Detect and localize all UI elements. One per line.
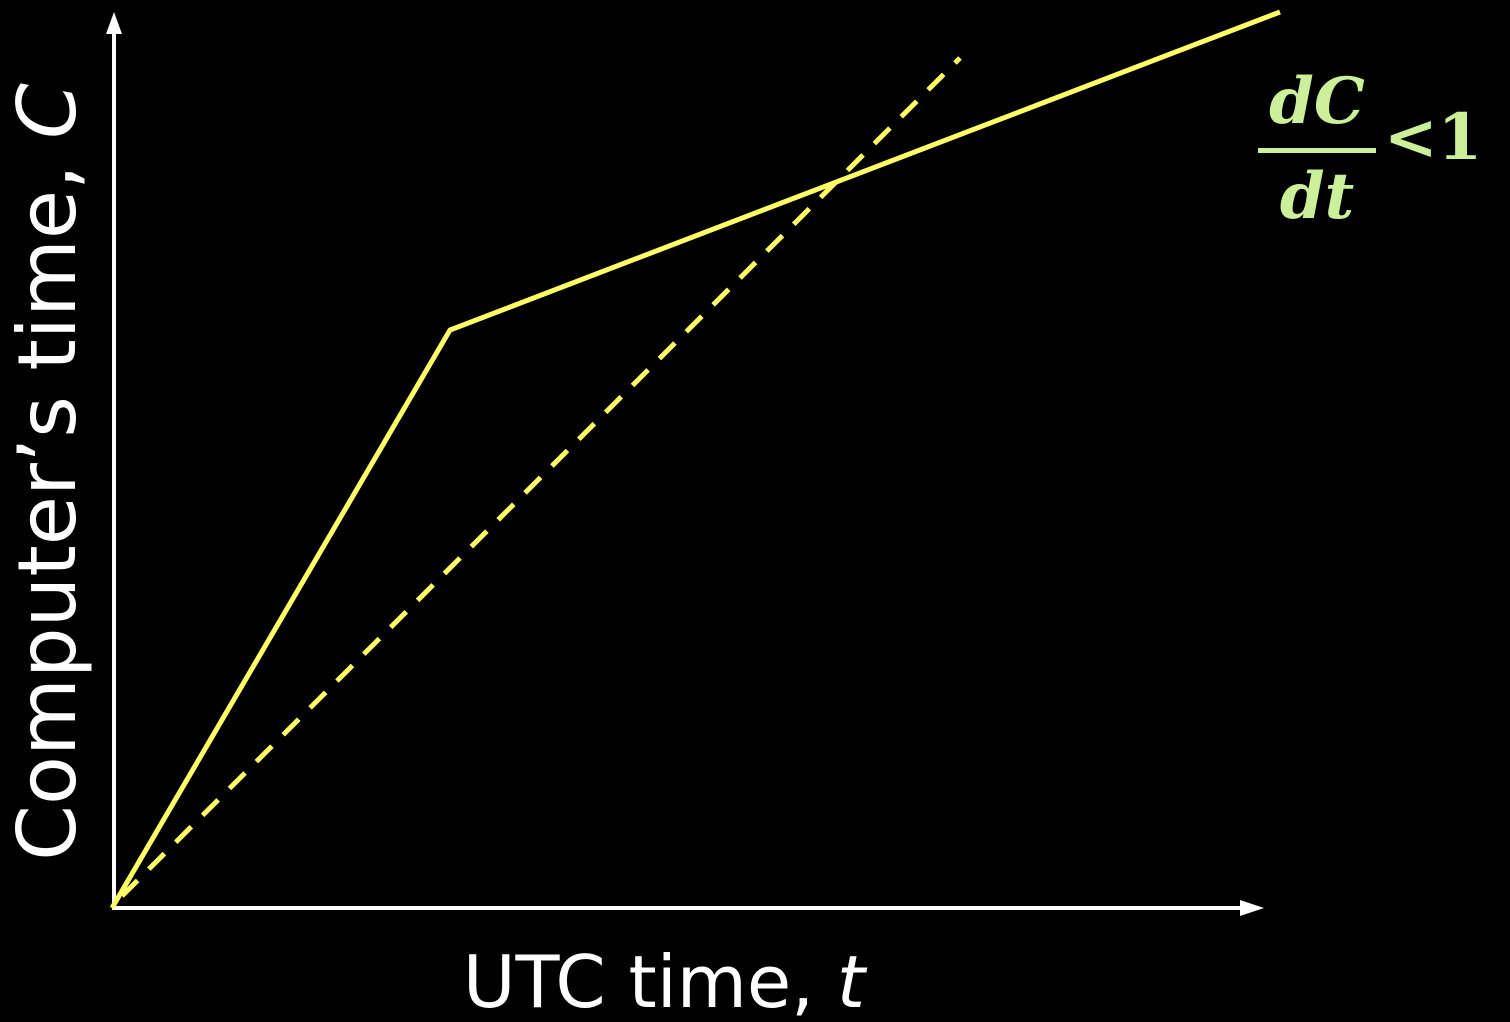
computer-clock-line: [109, 9, 1281, 910]
ideal-clock-line: [120, 56, 962, 898]
x-axis-variable: t: [836, 940, 866, 1022]
fraction: dC dt: [1256, 66, 1378, 229]
x-axis-title-text: UTC time,: [462, 940, 837, 1022]
y-axis-variable: C: [1, 83, 94, 140]
y-axis-title-text: Computer’s time,: [1, 139, 94, 861]
fraction-numerator: dC: [1269, 64, 1365, 139]
fraction-denominator: dt: [1279, 159, 1355, 234]
y-axis-arrowhead: [106, 12, 122, 34]
slope-formula: dC dt <1: [1256, 66, 1506, 246]
x-axis-arrowhead: [1240, 900, 1264, 916]
x-axis-title: UTC time, t: [463, 946, 865, 1018]
fraction-bar: [1258, 148, 1376, 153]
y-axis-title: Computer’s time, C: [1, 83, 94, 861]
formula-relation: <1: [1384, 100, 1483, 175]
